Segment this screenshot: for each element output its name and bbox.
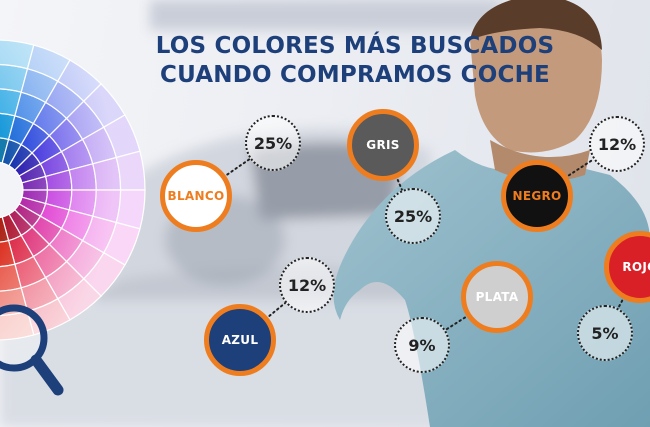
percentage-label-blanco: 25%: [245, 115, 301, 171]
connector-azul: [268, 301, 287, 317]
connector-gris: [396, 179, 404, 192]
page-title-line-1: LOS COLORES MÁS BUSCADOS: [155, 33, 555, 59]
percentage-label-negro: 12%: [589, 116, 645, 172]
percentage-label-gris: 25%: [385, 188, 441, 244]
color-wheel-graphic: [0, 39, 146, 341]
magnifier-icon: [0, 304, 64, 396]
percentage-label-rojo: 5%: [577, 305, 633, 361]
color-circle-negro: NEGRO: [501, 160, 573, 232]
connector-negro: [567, 158, 595, 177]
connector-lines: [226, 157, 624, 331]
color-circle-blanco: BLANCO: [160, 160, 232, 232]
connector-rojo: [617, 299, 624, 310]
percentage-label-azul: 12%: [279, 257, 335, 313]
page-title-line-2: CUANDO COMPRAMOS COCHE: [160, 62, 550, 88]
connector-plata: [444, 316, 466, 331]
percentage-label-plata: 9%: [394, 317, 450, 373]
connector-blanco: [226, 157, 251, 176]
color-circle-gris: GRIS: [347, 109, 419, 181]
color-circle-plata: PLATA: [461, 261, 533, 333]
color-circle-azul: AZUL: [204, 304, 276, 376]
